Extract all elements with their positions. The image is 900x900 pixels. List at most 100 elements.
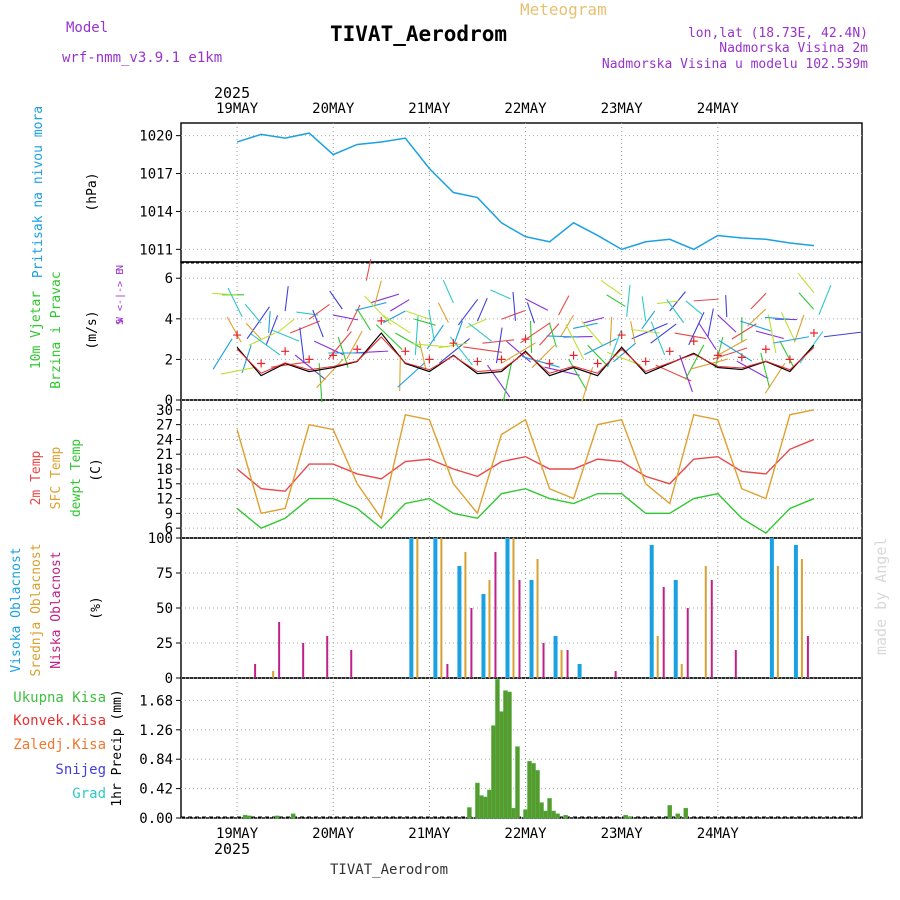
footer-station: TIVAT_Aerodrom: [330, 862, 449, 878]
precip-bar: [495, 679, 500, 819]
wind-arrow: [767, 314, 777, 354]
panel-frame-wind: [180, 261, 863, 401]
wind-arrow: [582, 316, 605, 324]
wind-arrow: [476, 297, 488, 322]
cloud-tick-label: 75: [156, 566, 173, 582]
cloud-mid-bar: [272, 671, 275, 678]
wind-arrow: [412, 343, 449, 348]
wind-arrow: [526, 302, 536, 324]
wind-arrow: [549, 323, 557, 348]
precip-bar: [523, 809, 528, 819]
wind-gust-marker: [353, 345, 362, 354]
cloud-low-bar: [734, 650, 737, 678]
wind-arrow: [760, 352, 771, 389]
temp-unit-label: (C): [89, 458, 104, 481]
cloud-high-bar: [433, 538, 438, 678]
cloud-mid-bar: [560, 650, 563, 678]
precip-bar: [503, 690, 508, 819]
wind-arrow: [606, 351, 641, 366]
wind-arrow: [773, 336, 810, 344]
wind-gust-marker: [281, 347, 290, 356]
wind-arrow: [606, 294, 626, 307]
wind-gust-marker: [737, 353, 746, 362]
wind-arrow: [313, 340, 344, 356]
wind-arrow: [558, 295, 570, 316]
temp-tick-label: 27: [156, 418, 173, 434]
cloud-tick-label: 50: [156, 601, 173, 617]
cloud-low-bar: [806, 636, 809, 678]
temp-sfc-label: SFC Temp: [49, 447, 64, 510]
wind-arrow: [382, 310, 406, 324]
cloud-low-bar: [710, 580, 713, 678]
cloud-low-bar: [494, 552, 497, 678]
x-tick-label-top: 21MAY: [408, 101, 451, 117]
wind-arrow: [265, 315, 279, 346]
temp-2m-line: [236, 438, 815, 492]
wind-arrow: [466, 318, 487, 329]
precip-bar: [487, 789, 492, 819]
cloud-low-bar: [326, 636, 329, 678]
wind-arrow: [212, 338, 233, 370]
wind-tick-label: 4: [165, 312, 173, 328]
wind-arrow: [327, 331, 352, 360]
compass-west-east: W <-|-> E: [115, 269, 126, 323]
wind-arrow: [414, 318, 436, 326]
wind-arrow: [755, 330, 785, 340]
wind-arrow: [707, 308, 714, 338]
model-name: wrf-nmm_v3.9.1 e1km: [62, 50, 223, 66]
cloud-tick-label: 25: [156, 636, 173, 652]
wind-arrow: [712, 347, 748, 360]
cloud-mid-label: Srednja Oblacnost: [29, 543, 44, 676]
precip-bar: [507, 691, 512, 819]
wind-arrow: [463, 346, 503, 353]
cloud-low-bar: [662, 587, 665, 678]
precip-bar: [675, 813, 680, 819]
cloud-low-bar: [350, 650, 353, 678]
wind-arrow: [693, 298, 719, 302]
wind-arrow: [276, 318, 295, 334]
precip-bar: [483, 796, 488, 819]
pressure-tick-label: 1011: [139, 242, 173, 258]
wind-arrow: [246, 306, 270, 340]
wind-arrow: [226, 316, 242, 343]
wind-arrow: [414, 316, 419, 356]
meteogram-subtitle: Meteogram: [520, 0, 607, 19]
precip-bar: [511, 807, 516, 819]
wind-arrow: [630, 321, 636, 343]
wind-arrow: [227, 287, 243, 318]
cloud-high-bar: [505, 538, 510, 678]
wind-arrow: [521, 355, 560, 368]
wind-arrow: [454, 320, 463, 343]
temp-tick-label: 18: [156, 462, 173, 478]
wind-arrow: [316, 358, 344, 388]
pressure-tick-label: 1017: [139, 167, 173, 183]
wind-arrow: [405, 310, 430, 320]
wind-gust-marker: [233, 331, 242, 340]
wind-arrow: [284, 286, 289, 312]
wind-arrow: [442, 279, 454, 304]
model-label: Model: [66, 20, 109, 36]
wind-arrow: [689, 358, 728, 370]
x-tick-label-bottom: 20MAY: [312, 826, 355, 842]
wind-arrow: [329, 290, 343, 310]
wind-speed-line: [236, 332, 815, 377]
precip-snow-label: Snijeg: [55, 762, 106, 778]
precip-bar: [683, 807, 688, 819]
precip-bar: [543, 810, 548, 819]
wind-arrow: [630, 328, 660, 334]
year-label-bottom: 2025: [214, 840, 251, 858]
cloud-tick-label: 100: [148, 531, 173, 547]
wind-arrow: [490, 289, 511, 300]
wind-arrow: [289, 320, 321, 334]
precip-frz-label: Zaledj.Kisa: [13, 737, 106, 753]
wind-arrow: [355, 302, 387, 311]
cloud-low-bar: [542, 643, 545, 678]
x-tick-label-bottom: 19MAY: [216, 826, 259, 842]
precip-bar: [667, 805, 672, 819]
wind-arrow: [428, 309, 435, 342]
precip-unit-label: 1hr Precip (mm): [110, 689, 125, 806]
wind-arrow: [685, 300, 704, 316]
precip-bar: [623, 814, 628, 819]
pressure-unit-label: (hPa): [85, 172, 100, 211]
precip-bar: [555, 813, 560, 819]
